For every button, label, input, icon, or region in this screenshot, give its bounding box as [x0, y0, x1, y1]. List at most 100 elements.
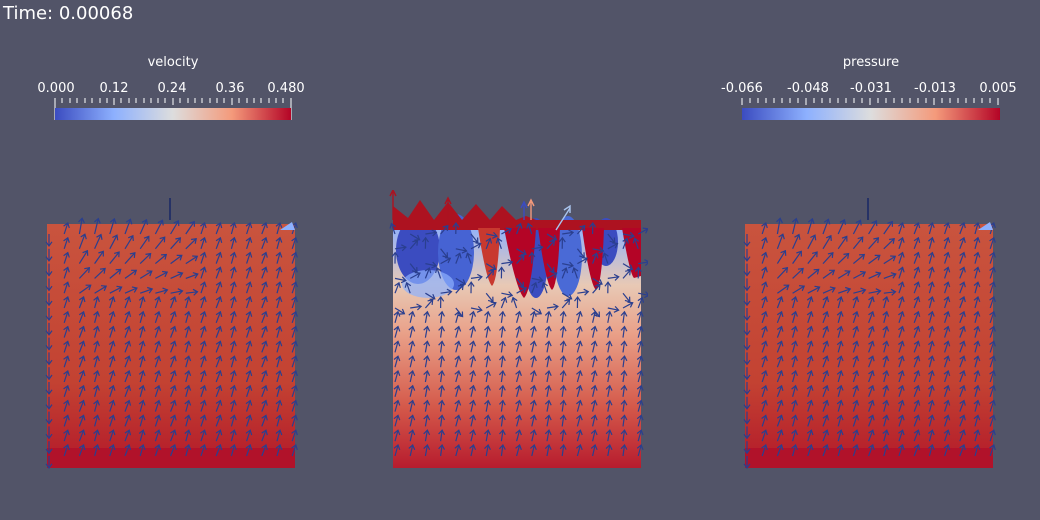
velocity-arrowhead [261, 236, 268, 243]
velocity-arrow [637, 430, 642, 442]
colorbar-minor-ticks [54, 98, 292, 105]
velocity-arrowhead [590, 384, 598, 391]
velocity-arrow [124, 341, 130, 353]
velocity-arrow [868, 341, 874, 353]
velocity-arrow [807, 356, 812, 368]
velocity-arrow [276, 385, 281, 397]
velocity-arrowhead [78, 325, 86, 332]
velocity-arrow [440, 341, 443, 353]
velocity-arrow [154, 400, 160, 412]
velocity-arrow [622, 326, 626, 338]
velocity-arrow [807, 430, 812, 442]
velocity-arrow [124, 311, 130, 324]
velocity-arrow [516, 415, 521, 427]
velocity-arrowhead [230, 310, 237, 317]
velocity-arrowhead [913, 222, 921, 229]
velocity-arrowhead [45, 300, 53, 307]
velocity-arrowhead [230, 355, 237, 362]
velocity-arrowhead [275, 384, 283, 391]
velocity-arrowhead [215, 355, 223, 362]
velocity-arrowhead [989, 414, 996, 421]
velocity-arrowhead [544, 340, 552, 347]
velocity-arrow [200, 296, 206, 309]
velocity-arrow [230, 267, 235, 279]
velocity-arrowhead [275, 355, 283, 362]
velocity-arrow [500, 341, 504, 353]
velocity-arrow [124, 269, 137, 279]
velocity-arrowhead [959, 399, 966, 406]
velocity-arrowhead [806, 325, 814, 332]
velocity-arrowhead [620, 340, 628, 347]
velocity-arrow [792, 356, 797, 368]
velocity-arrowhead [882, 325, 890, 332]
velocity-arrowhead [45, 463, 53, 470]
velocity-arrow [576, 430, 581, 442]
velocity-arrowhead [189, 220, 195, 227]
velocity-arrow [531, 430, 535, 442]
velocity-arrowhead [530, 444, 537, 451]
velocity-arrow [607, 242, 618, 250]
velocity-arrow [63, 326, 69, 338]
velocity-arrow [883, 311, 888, 323]
velocity-arrow [531, 415, 535, 427]
velocity-arrowhead [928, 236, 935, 243]
velocity-arrow [622, 370, 626, 383]
velocity-arrowhead [438, 355, 446, 362]
velocity-arrow [913, 415, 919, 427]
velocity-arrow [576, 400, 581, 412]
velocity-arrowhead [184, 340, 192, 347]
velocity-arrow [837, 296, 842, 309]
velocity-arrow [974, 370, 979, 383]
velocity-arrow [838, 288, 851, 294]
velocity-arrowhead [989, 281, 996, 288]
pressure-tick-label: -0.066 [721, 81, 763, 96]
velocity-arrow [455, 400, 460, 412]
velocity-arrowhead [184, 355, 192, 362]
velocity-arrowhead [200, 281, 207, 288]
velocity-arrow [959, 296, 965, 309]
velocity-arrow [837, 236, 848, 250]
velocity-arrow [989, 415, 995, 427]
velocity-arrow [607, 233, 616, 243]
velocity-arrow [883, 273, 897, 279]
velocity-arrow [276, 311, 281, 323]
velocity-arrowhead [291, 236, 298, 243]
velocity-arrowhead [416, 303, 423, 311]
velocity-arrow [78, 311, 85, 324]
velocity-arrow [959, 237, 965, 250]
velocity-arrowhead [973, 355, 981, 362]
velocity-arrow [868, 370, 874, 383]
velocity-arrowhead [959, 340, 966, 347]
velocity-arrowhead [147, 286, 154, 294]
velocity-arrow [185, 341, 190, 353]
velocity-arrowhead [63, 281, 70, 288]
velocity-arrowhead [45, 256, 53, 262]
velocity-arrowhead [898, 370, 905, 377]
velocity-arrowhead [776, 217, 783, 224]
velocity-arrow [185, 356, 190, 368]
velocity-arrow [928, 252, 933, 264]
velocity-arrow [776, 429, 783, 442]
velocity-arrowhead [192, 288, 199, 296]
velocity-arrow [485, 444, 489, 457]
velocity-arrowhead [515, 399, 522, 406]
velocity-arrow [989, 252, 995, 264]
velocity-arrowhead [761, 251, 768, 258]
velocity-arrowhead [176, 254, 183, 261]
velocity-arrowhead [591, 252, 599, 259]
velocity-arrowhead [215, 429, 223, 436]
velocity-arrowhead [78, 414, 86, 421]
velocity-arrow [485, 263, 496, 270]
velocity-arrow [561, 415, 565, 427]
velocity-arrowhead [98, 250, 104, 257]
velocity-arrow [959, 415, 965, 427]
velocity-arrow [959, 311, 965, 324]
velocity-arrow [94, 326, 99, 338]
velocity-arrow [898, 385, 904, 397]
velocity-arrow [63, 444, 69, 457]
velocity-arrowhead [959, 370, 966, 377]
velocity-arrow [109, 356, 114, 368]
velocity-arrow [928, 415, 933, 427]
velocity-arrowhead [622, 237, 629, 244]
velocity-arrowhead [138, 384, 146, 391]
